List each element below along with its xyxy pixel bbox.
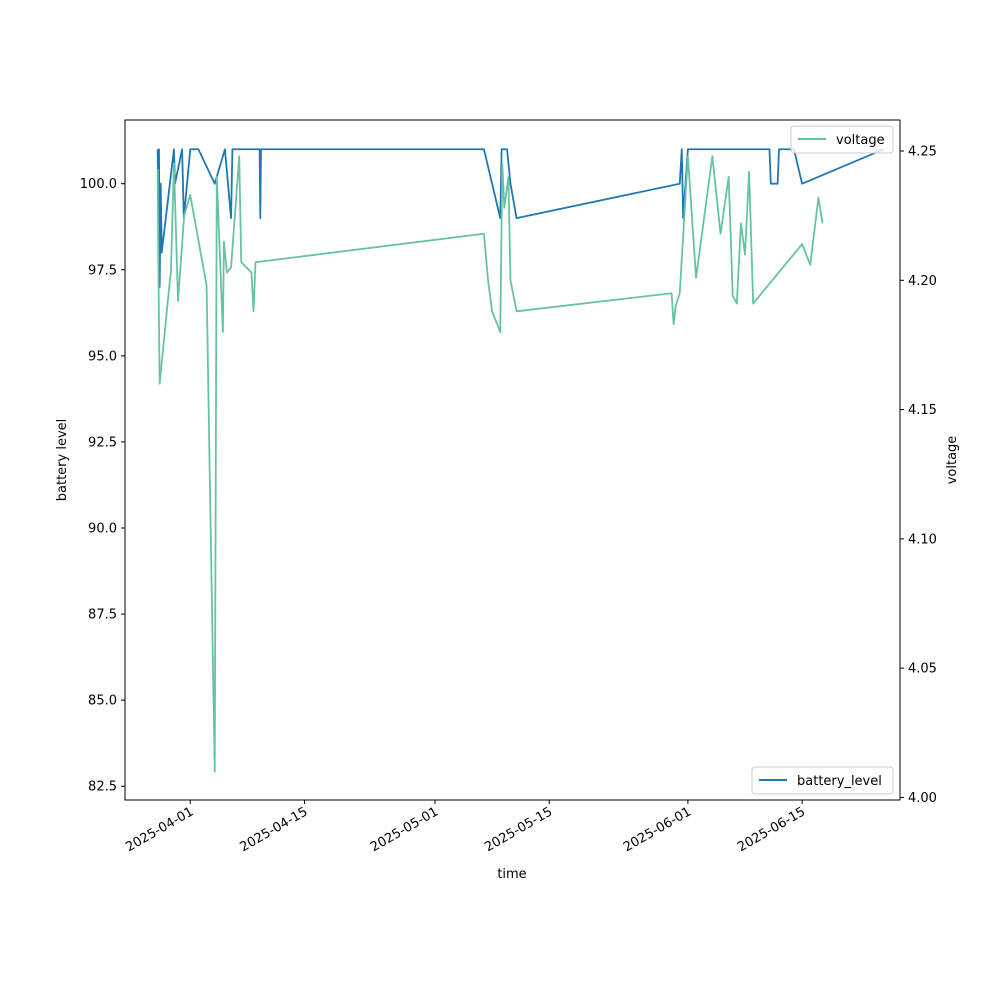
- x-tick-label: 2025-04-01: [123, 804, 196, 855]
- x-tick-label: 2025-06-01: [621, 804, 694, 855]
- series-layer: [156, 148, 885, 773]
- legend-battery-level: battery_level: [751, 766, 894, 795]
- y-tick-label: 85.0: [88, 694, 117, 709]
- legend-voltage-label: voltage: [836, 133, 885, 148]
- plot-frame: [124, 119, 901, 801]
- x-tick-label: 2025-06-15: [735, 804, 808, 855]
- y2-tick-label: 4.15: [908, 403, 937, 418]
- y2-tick-label: 4.00: [908, 791, 937, 806]
- y-axis-left-label: battery level: [55, 419, 70, 502]
- series-line-voltage: [156, 155, 824, 773]
- y-axis-right-label: voltage: [945, 436, 960, 485]
- legend-voltage: voltage: [790, 125, 894, 154]
- x-tick-label: 2025-05-15: [482, 804, 555, 855]
- y2-tick-label: 4.20: [908, 274, 937, 289]
- y-axis-right-ticks: 4.00 4.05 4.10 4.15 4.20 4.25: [900, 145, 937, 806]
- x-tick-label: 2025-05-01: [368, 804, 441, 855]
- series-line-battery-level: [156, 148, 885, 288]
- legend-battery-level-label: battery_level: [797, 774, 882, 789]
- legend-voltage-box: [790, 125, 894, 154]
- y-axis-left-ticks: 82.5 85.0 87.5 90.0 92.5 95.0 97.5 100.0: [80, 177, 125, 795]
- y2-tick-label: 4.10: [908, 532, 937, 547]
- y-tick-label: 95.0: [88, 349, 117, 364]
- y-tick-label: 97.5: [88, 263, 117, 278]
- x-axis-label: time: [497, 867, 526, 882]
- y-tick-label: 90.0: [88, 522, 117, 537]
- y2-tick-label: 4.05: [908, 662, 937, 677]
- y-tick-label: 87.5: [88, 608, 117, 623]
- x-axis-ticks: 2025-04-01 2025-04-15 2025-05-01 2025-05-15…: [123, 800, 808, 855]
- legend-battery-level-box: [751, 766, 894, 795]
- y-tick-label: 82.5: [88, 780, 117, 795]
- y-tick-label: 92.5: [88, 435, 117, 450]
- y2-tick-label: 4.25: [908, 145, 937, 160]
- x-tick-label: 2025-04-15: [238, 804, 311, 855]
- y-tick-label: 100.0: [80, 177, 117, 192]
